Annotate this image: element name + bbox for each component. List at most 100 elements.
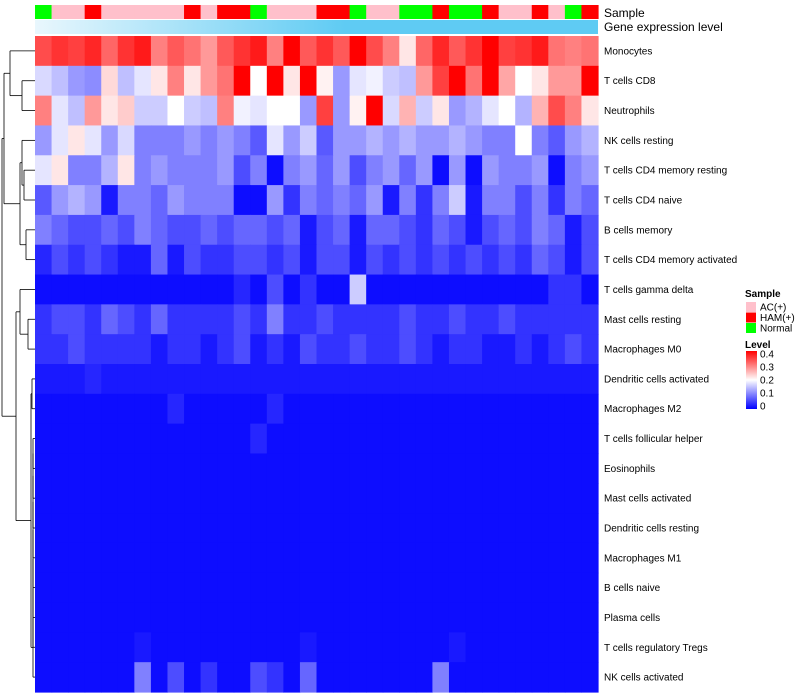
heatmap-cell bbox=[333, 125, 351, 156]
heatmap-cell bbox=[333, 542, 351, 574]
heatmap-cell bbox=[150, 244, 169, 276]
sample-annotation-cell bbox=[448, 5, 467, 19]
heatmap-cell bbox=[531, 36, 549, 67]
heatmap-cell bbox=[415, 572, 434, 604]
heatmap-cell bbox=[68, 334, 86, 365]
heatmap-cell bbox=[333, 155, 351, 186]
heatmap-cell bbox=[564, 483, 583, 514]
heatmap-cell bbox=[448, 453, 467, 484]
heatmap-cell bbox=[465, 65, 483, 97]
row-label: Dendritic cells resting bbox=[604, 524, 699, 535]
heatmap-cell bbox=[184, 36, 202, 67]
heatmap-cell bbox=[432, 453, 450, 484]
heatmap-cell bbox=[299, 214, 318, 246]
heatmap-cell bbox=[266, 483, 284, 514]
heatmap-cell bbox=[515, 274, 533, 305]
row-label: Mast cells activated bbox=[604, 494, 691, 505]
heatmap-cell bbox=[184, 393, 202, 425]
heatmap-cell bbox=[531, 662, 549, 693]
heatmap-cell bbox=[184, 572, 202, 604]
heatmap-cell bbox=[349, 572, 367, 604]
heatmap-cell bbox=[117, 542, 135, 574]
heatmap-cell bbox=[581, 423, 599, 455]
heatmap-cell bbox=[316, 602, 334, 633]
heatmap-cell bbox=[134, 65, 152, 97]
heatmap-cell bbox=[101, 632, 119, 663]
heatmap-cell bbox=[101, 393, 119, 425]
heatmap-cell bbox=[51, 364, 69, 395]
heatmap-cell bbox=[349, 602, 367, 633]
heatmap-cell bbox=[68, 125, 86, 156]
heatmap-cell bbox=[250, 364, 268, 395]
heatmap-cell bbox=[482, 274, 500, 305]
row-label: Macrophages M1 bbox=[604, 553, 682, 564]
heatmap-cell bbox=[184, 65, 202, 97]
heatmap-cell bbox=[448, 274, 467, 305]
heatmap-cell bbox=[35, 304, 53, 335]
heatmap-cell bbox=[564, 364, 583, 395]
heatmap-cell bbox=[399, 542, 417, 574]
heatmap-cell bbox=[150, 36, 169, 67]
heatmap-cell bbox=[217, 423, 235, 455]
heatmap-cell bbox=[184, 364, 202, 395]
heatmap-cell bbox=[266, 453, 284, 484]
heatmap-cell bbox=[233, 244, 251, 276]
sample-annotation-cell bbox=[465, 5, 483, 19]
sample-annotation-cell bbox=[283, 5, 301, 19]
heatmap-cell bbox=[150, 602, 169, 633]
heatmap-cell bbox=[333, 423, 351, 455]
heatmap-cell bbox=[498, 602, 516, 633]
heatmap-cell bbox=[498, 155, 516, 186]
heatmap-cell bbox=[366, 423, 384, 455]
heatmap-cell bbox=[498, 304, 516, 335]
heatmap-cell bbox=[548, 244, 566, 276]
heatmap-cell bbox=[84, 36, 102, 67]
heatmap-cell bbox=[382, 65, 400, 97]
heatmap-cell bbox=[415, 36, 434, 67]
heatmap-cell bbox=[68, 572, 86, 604]
heatmap-cell bbox=[465, 155, 483, 186]
level-tick-label: 0.4 bbox=[760, 350, 774, 361]
row-label: T cells gamma delta bbox=[604, 285, 694, 296]
heatmap-cell bbox=[84, 453, 102, 484]
heatmap-cell bbox=[184, 542, 202, 574]
heatmap-cell bbox=[581, 334, 599, 365]
heatmap-cell bbox=[465, 274, 483, 305]
heatmap-cell bbox=[266, 36, 284, 67]
heatmap-cell bbox=[581, 36, 599, 67]
heatmap-cell bbox=[150, 572, 169, 604]
heatmap-cell bbox=[35, 602, 53, 633]
heatmap-cell bbox=[217, 572, 235, 604]
heatmap-cell bbox=[482, 632, 500, 663]
heatmap-cell bbox=[217, 542, 235, 574]
heatmap-cell bbox=[134, 513, 152, 544]
sample-annotation-cell bbox=[498, 5, 516, 19]
heatmap-cell bbox=[498, 274, 516, 305]
heatmap-cell bbox=[250, 334, 268, 365]
heatmap-cell bbox=[233, 662, 251, 693]
heatmap-cell bbox=[283, 155, 301, 186]
heatmap-cell bbox=[581, 602, 599, 633]
heatmap-cell bbox=[415, 95, 434, 127]
heatmap-cell bbox=[333, 244, 351, 276]
heatmap-cell bbox=[581, 364, 599, 395]
heatmap-cell bbox=[581, 274, 599, 305]
heatmap-cell bbox=[548, 95, 566, 127]
heatmap-cell bbox=[117, 423, 135, 455]
heatmap-cell bbox=[366, 632, 384, 663]
heatmap-cell bbox=[117, 632, 135, 663]
heatmap-cell bbox=[482, 304, 500, 335]
heatmap-cell bbox=[531, 214, 549, 246]
heatmap-cell bbox=[35, 125, 53, 156]
heatmap-cell bbox=[217, 393, 235, 425]
heatmap-cell bbox=[432, 244, 450, 276]
heatmap-cell bbox=[101, 542, 119, 574]
heatmap-cell bbox=[233, 95, 251, 127]
heatmap-cell bbox=[167, 483, 185, 514]
heatmap-cell bbox=[51, 214, 69, 246]
heatmap-cell bbox=[51, 244, 69, 276]
heatmap-cell bbox=[531, 65, 549, 97]
heatmap-cell bbox=[84, 304, 102, 335]
row-label: Dendritic cells activated bbox=[604, 374, 709, 385]
heatmap-cell bbox=[117, 185, 135, 216]
